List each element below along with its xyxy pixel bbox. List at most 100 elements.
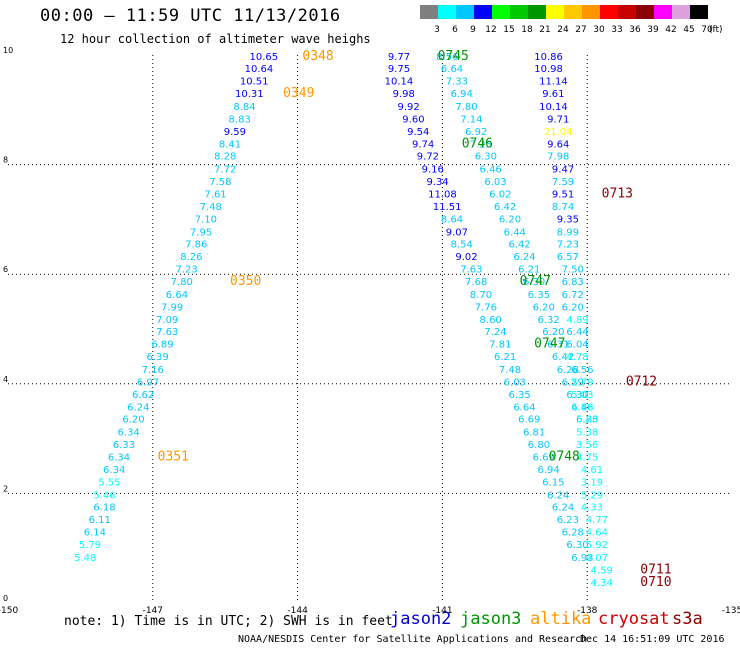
swh-value-altika: 5.46	[93, 490, 115, 501]
colorbar-swatch	[582, 5, 600, 19]
swh-value-jason3: 6.35	[508, 390, 530, 401]
pass-time-label: 0350	[230, 274, 261, 289]
swh-value-jason3: 9.92	[397, 102, 419, 113]
legend-jason2: jason2	[390, 609, 452, 629]
swh-value-altika: 7.80	[171, 277, 193, 288]
swh-value-altika: 8.84	[233, 102, 255, 113]
swh-value-cryosat: 6.83	[562, 277, 584, 288]
swh-value-jason2: 7.33	[446, 77, 468, 88]
swh-value-cryosat: 4.75	[576, 453, 598, 464]
colorbar-swatch	[528, 5, 546, 19]
swh-value-cryosat: 9.51	[552, 189, 574, 200]
y-tick-label: 6	[3, 265, 8, 274]
swh-value-altika: 6.39	[146, 352, 168, 363]
swh-value-jason2: 6.30	[566, 390, 588, 401]
swh-value-cryosat: 5.03	[571, 390, 593, 401]
swh-value-jason3: 8.70	[470, 290, 492, 301]
swh-value-cryosat: 4.78	[566, 352, 588, 363]
pass-time-label: 0710	[640, 575, 671, 590]
swh-value-altika: 5.48	[74, 553, 96, 564]
swh-value-jason2: 7.23	[470, 140, 492, 151]
swh-value-jason3: 8.60	[480, 315, 502, 326]
swh-value-jason3: 6.64	[513, 403, 535, 414]
y-tick-label: 8	[3, 156, 8, 165]
x-tick-label: -150	[0, 606, 18, 616]
swh-value-jason3: 7.76	[475, 302, 497, 313]
swh-value-jason3: 6.24	[547, 490, 569, 501]
pass-time-label: 0349	[283, 86, 314, 101]
swh-value-altika: 6.34	[118, 427, 140, 438]
pass-time-label: 0712	[626, 374, 657, 389]
colorbar-swatch	[690, 5, 708, 19]
colorbar-tick-label: 6	[452, 25, 458, 35]
swh-value-jason3: 9.16	[422, 164, 444, 175]
colorbar-swatch	[420, 5, 438, 19]
x-tick-label: -147	[143, 606, 163, 616]
swh-value-altika: 7.72	[214, 164, 236, 175]
pass-time-label: 0351	[158, 450, 189, 465]
swh-value-altika: 6.20	[122, 415, 144, 426]
swh-value-cryosat: 5.29	[581, 490, 603, 501]
colorbar-tick-label: 42	[665, 25, 676, 35]
colorbar-swatch	[438, 5, 456, 19]
swh-value-jason2: 6.42	[494, 202, 516, 213]
swh-value-jason3: 6.21	[494, 352, 516, 363]
colorbar-tick-label: 24	[557, 25, 569, 35]
swh-value-cryosat: 10.14	[539, 102, 568, 113]
pass-time-label: 0747	[534, 337, 565, 352]
swh-value-jason2: 8.56	[436, 52, 458, 63]
colorbar-unit: (ft)	[709, 25, 723, 35]
colorbar-tick-label: 39	[647, 25, 659, 35]
colorbar-tick-label: 36	[629, 25, 641, 35]
swh-value-altika: 6.89	[151, 340, 173, 351]
swh-value-jason3: 7.24	[484, 327, 506, 338]
swh-value-cryosat: 3.19	[581, 478, 603, 489]
swh-value-altika: 6.97	[137, 377, 159, 388]
colorbar-swatch	[564, 5, 582, 19]
x-tick-label: -141	[432, 606, 452, 616]
swh-value-altika: 10.64	[245, 64, 274, 75]
swh-value-jason3: 9.02	[455, 252, 477, 263]
legend-cryosat: cryosat	[598, 609, 670, 629]
swh-value-jason2: 6.44	[504, 227, 526, 238]
swh-value-jason3: 6.93	[571, 553, 593, 564]
swh-value-altika: 6.34	[108, 453, 130, 464]
swh-value-altika: 8.26	[180, 252, 202, 263]
colorbar-swatch	[474, 5, 492, 19]
swh-value-jason3: 9.77	[388, 52, 410, 63]
swh-value-jason3: 6.81	[523, 427, 545, 438]
swh-value-jason2: 6.64	[441, 64, 463, 75]
swh-value-cryosat: 10.86	[534, 52, 563, 63]
swh-value-cryosat: 4.34	[591, 578, 613, 589]
chart-title: 00:00 – 11:59 UTC 11/13/2016	[40, 6, 341, 26]
swh-value-altika: 6.62	[132, 390, 154, 401]
y-tick-label: 0	[3, 594, 8, 603]
swh-value-jason3: 7.68	[465, 277, 487, 288]
swh-value-altika: 7.16	[142, 365, 164, 376]
colorbar-tick-label: 3	[434, 25, 440, 35]
swh-value-jason2: 6.46	[480, 164, 502, 175]
swh-value-jason3: 9.72	[417, 152, 439, 163]
swh-value-cryosat: 6.57	[557, 252, 579, 263]
swh-value-altika: 8.41	[219, 140, 241, 151]
swh-value-jason3: 6.24	[552, 502, 574, 513]
legend-s3a: s3a	[672, 609, 703, 629]
swh-value-altika: 7.09	[156, 315, 178, 326]
y-tick-label: 2	[3, 484, 8, 493]
swh-value-cryosat: 5.79	[571, 377, 593, 388]
swh-value-cryosat: 9.61	[542, 89, 564, 100]
swh-value-jason3: 7.81	[489, 340, 511, 351]
swh-value-jason3: 9.07	[446, 227, 468, 238]
pass-time-label: 0711	[640, 562, 671, 577]
swh-value-jason3: 9.98	[393, 89, 415, 100]
swh-value-jason2: 6.30	[475, 152, 497, 163]
swh-value-jason3: 6.28	[562, 528, 584, 539]
swh-value-jason3: 6.69	[533, 453, 555, 464]
swh-value-jason3: 8.54	[451, 239, 473, 250]
footer-note: note: 1) Time is in UTC; 2) SWH is in fe…	[64, 614, 393, 629]
swh-value-altika: 8.83	[229, 114, 251, 125]
x-tick-label: -138	[577, 606, 598, 616]
swh-value-jason3: 6.69	[518, 415, 540, 426]
swh-value-jason2: 6.20	[542, 327, 564, 338]
swh-value-cryosat: 6.44	[566, 327, 588, 338]
